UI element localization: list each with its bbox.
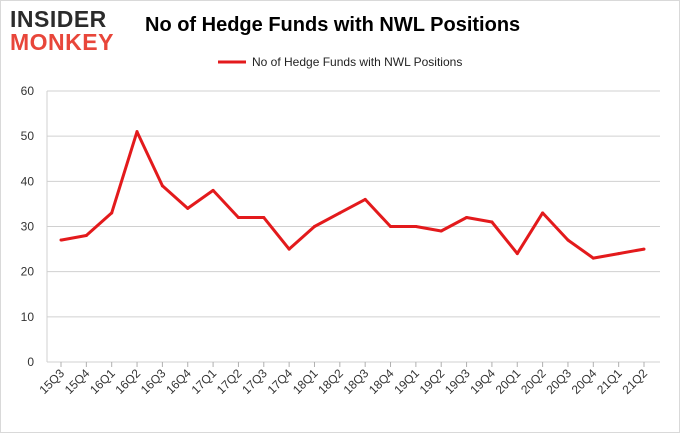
x-tick-label: 20Q2	[518, 366, 549, 397]
data-point	[186, 206, 190, 210]
x-tick-label: 21Q1	[594, 366, 625, 397]
x-tick-label: 20Q3	[543, 366, 574, 397]
y-tick-label: 30	[21, 220, 35, 234]
data-point	[262, 215, 266, 219]
data-point	[338, 211, 342, 215]
logo-line-1: INSIDER	[10, 6, 107, 32]
x-tick-label: 18Q4	[366, 366, 397, 397]
data-point	[84, 234, 88, 238]
x-tick-label: 17Q3	[239, 366, 270, 397]
y-tick-label: 10	[21, 310, 35, 324]
x-tick-label: 16Q4	[163, 366, 194, 397]
data-point	[110, 211, 114, 215]
x-axis-ticks: 15Q315Q416Q116Q216Q316Q417Q117Q217Q317Q4…	[36, 362, 650, 397]
data-point	[566, 238, 570, 242]
x-tick-label: 20Q4	[569, 366, 600, 397]
data-point	[135, 130, 139, 134]
x-tick-label: 18Q2	[315, 366, 346, 397]
data-point	[363, 197, 367, 201]
x-tick-label: 17Q2	[214, 366, 245, 397]
data-point	[591, 256, 595, 260]
x-tick-label: 17Q4	[265, 366, 296, 397]
data-point	[160, 184, 164, 188]
insider-monkey-logo: INSIDER MONKEY	[10, 6, 128, 56]
x-tick-label: 20Q1	[493, 366, 524, 397]
y-tick-label: 50	[21, 129, 35, 143]
x-tick-label: 16Q1	[87, 366, 118, 397]
data-point	[515, 252, 519, 256]
legend: No of Hedge Funds with NWL Positions	[218, 55, 462, 69]
data-point	[236, 215, 240, 219]
data-point	[414, 225, 418, 228]
y-tick-label: 20	[21, 265, 35, 279]
x-tick-label: 15Q3	[36, 366, 67, 397]
chart-title: No of Hedge Funds with NWL Positions	[145, 14, 521, 36]
x-tick-label: 15Q4	[62, 366, 93, 397]
series-layer	[59, 130, 646, 260]
x-tick-label: 16Q2	[113, 366, 144, 397]
x-tick-label: 18Q3	[341, 366, 372, 397]
data-point	[541, 211, 545, 215]
series-line	[60, 130, 645, 260]
data-point	[59, 238, 63, 242]
legend-label: No of Hedge Funds with NWL Positions	[252, 55, 462, 69]
y-axis-ticks: 0 10 20 30 40 50 60	[21, 84, 35, 369]
data-point	[465, 215, 469, 219]
y-tick-label: 60	[21, 84, 35, 98]
x-tick-label: 19Q2	[417, 366, 448, 397]
data-point	[490, 220, 494, 224]
data-point	[312, 225, 316, 228]
logo-line-2: MONKEY	[10, 29, 114, 55]
data-point	[389, 225, 393, 228]
x-tick-label: 19Q3	[442, 366, 473, 397]
y-tick-label: 40	[21, 174, 35, 188]
x-tick-label: 18Q1	[290, 366, 321, 397]
grid-lines	[46, 90, 660, 363]
x-tick-label: 16Q3	[138, 366, 169, 397]
x-tick-label: 19Q1	[391, 366, 422, 397]
x-tick-label: 21Q2	[619, 366, 650, 397]
data-point	[287, 247, 291, 251]
x-tick-label: 17Q1	[189, 366, 220, 397]
data-point	[617, 252, 621, 256]
x-tick-label: 19Q4	[467, 366, 498, 397]
data-point	[439, 229, 443, 233]
data-point	[211, 188, 215, 192]
data-point	[642, 247, 646, 251]
y-tick-label: 0	[27, 355, 34, 369]
